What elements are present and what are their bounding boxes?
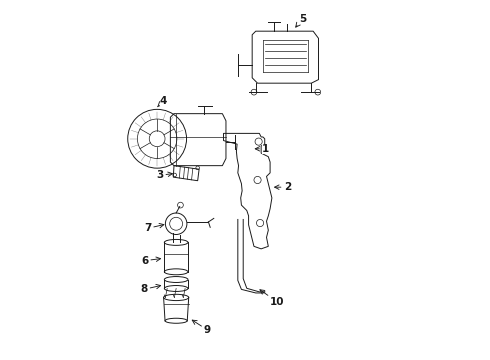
Text: 7: 7: [144, 224, 164, 233]
Text: 1: 1: [255, 144, 270, 154]
Text: 6: 6: [141, 256, 161, 266]
Text: 8: 8: [140, 284, 161, 294]
Text: 4: 4: [158, 96, 167, 107]
Text: 10: 10: [260, 290, 285, 307]
Text: 5: 5: [296, 14, 306, 27]
Text: 9: 9: [192, 320, 211, 335]
Text: 3: 3: [156, 170, 172, 180]
Text: 2: 2: [274, 182, 291, 192]
